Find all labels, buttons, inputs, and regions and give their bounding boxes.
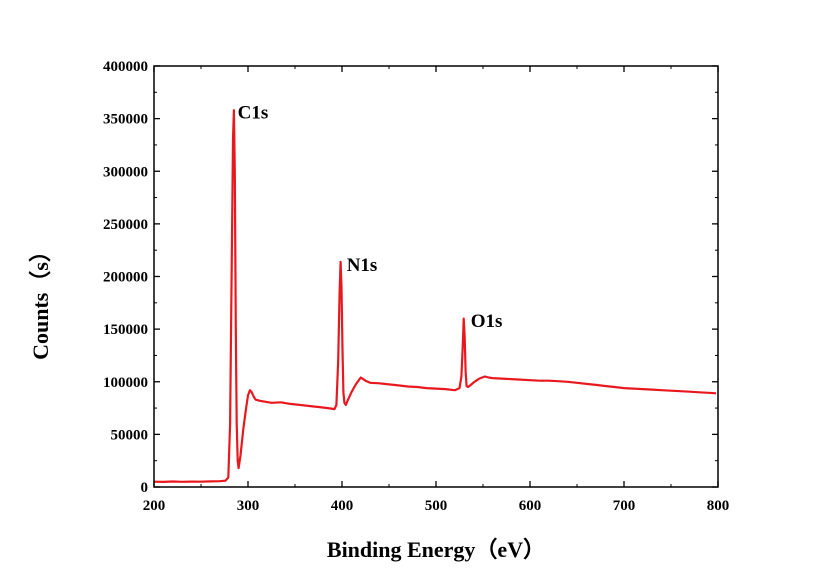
plot-frame xyxy=(153,65,719,488)
y-axis-title: Counts（s） xyxy=(28,240,53,360)
x-tick-label: 600 xyxy=(519,498,542,514)
plot-area: 200 300 400 500 600 700 800 0 50000 100000 150000 2… xyxy=(103,59,729,514)
x-tick-label: 700 xyxy=(613,498,636,514)
y-tick-label: 150000 xyxy=(103,322,148,338)
y-tick-label: 200000 xyxy=(103,270,148,286)
y-tick-label: 50000 xyxy=(111,427,149,443)
x-tick-label: 400 xyxy=(331,498,354,514)
x-tick-label: 800 xyxy=(707,498,730,514)
x-tick-label: 500 xyxy=(425,498,448,514)
y-tick-label: 350000 xyxy=(103,112,148,128)
y-tick-label: 300000 xyxy=(103,164,148,180)
peak-label-n1s: N1s xyxy=(347,255,378,276)
y-tick-label: 400000 xyxy=(103,59,148,75)
peak-label-c1s: C1s xyxy=(238,103,269,124)
series-line-0 xyxy=(153,109,717,483)
y-tick-label: 250000 xyxy=(103,217,148,233)
peak-label-o1s: O1s xyxy=(471,311,503,332)
x-axis-title: Binding Energy（eV） xyxy=(327,537,545,562)
x-tick-label: 300 xyxy=(237,498,260,514)
x-tick-label: 200 xyxy=(143,498,166,514)
y-tick-label: 100000 xyxy=(103,375,148,391)
y-tick-label: 0 xyxy=(141,480,149,496)
